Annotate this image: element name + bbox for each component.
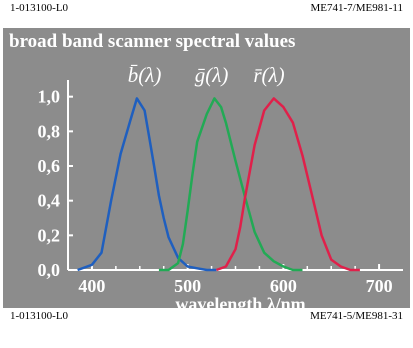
y-tick-label: 0,4 [38,191,61,211]
y-tick-label: 0,8 [38,121,61,141]
y-tick-label: 0,0 [38,260,61,280]
x-tick-label: 600 [270,276,297,296]
y-tick-label: 0,6 [38,156,61,176]
y-tick-label: 1,0 [38,87,61,107]
footer-left-code: 1-013100-L0 [10,310,69,322]
header-left-code: 1-013100-L0 [10,2,69,14]
x-tick-label: 700 [366,276,393,296]
chart-title: broad band scanner spectral values [9,31,296,52]
x-axis-title: wavelength λ/nm [175,294,305,308]
header-right-code: ME741-7/ME981-11 [310,2,403,14]
spectral-chart: 0,0 0,2 0,4 0,6 0,8 1,0 400 500 600 700 wavelength… [38,63,403,308]
y-tick-label: 0,2 [38,225,61,245]
series-line-2 [215,97,360,272]
series-line-1 [158,97,303,272]
chart-panel: broad band scanner spectral values 0,0 0,… [3,28,410,308]
footer-right-code: ME741-5/ME981-31 [310,310,403,322]
legend-label-0: b̄(λ) [128,63,162,87]
x-tick-label: 500 [174,276,201,296]
x-tick-label: 400 [78,276,105,296]
series-line-0 [77,97,217,272]
legend-label-1: ḡ(λ) [195,63,229,87]
legend-label-2: r̄(λ) [253,63,284,87]
